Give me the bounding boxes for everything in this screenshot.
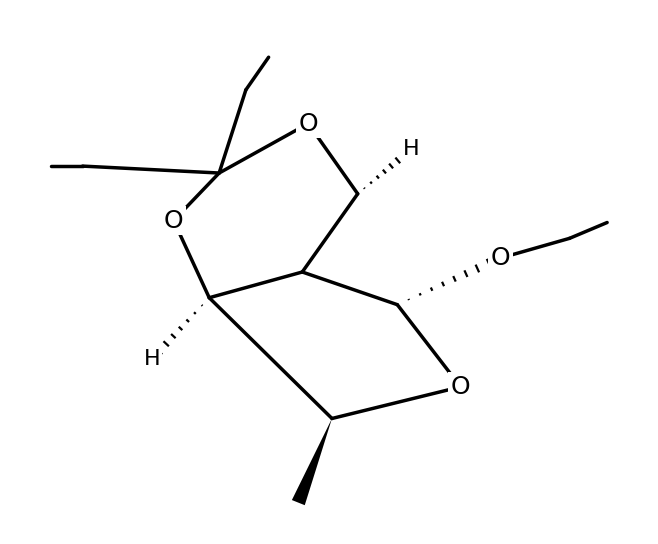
Polygon shape [292, 418, 332, 505]
Text: H: H [403, 139, 419, 159]
Text: O: O [298, 112, 318, 135]
Text: O: O [490, 246, 510, 270]
Text: O: O [451, 375, 470, 399]
Text: O: O [164, 208, 184, 232]
Text: H: H [143, 349, 160, 369]
